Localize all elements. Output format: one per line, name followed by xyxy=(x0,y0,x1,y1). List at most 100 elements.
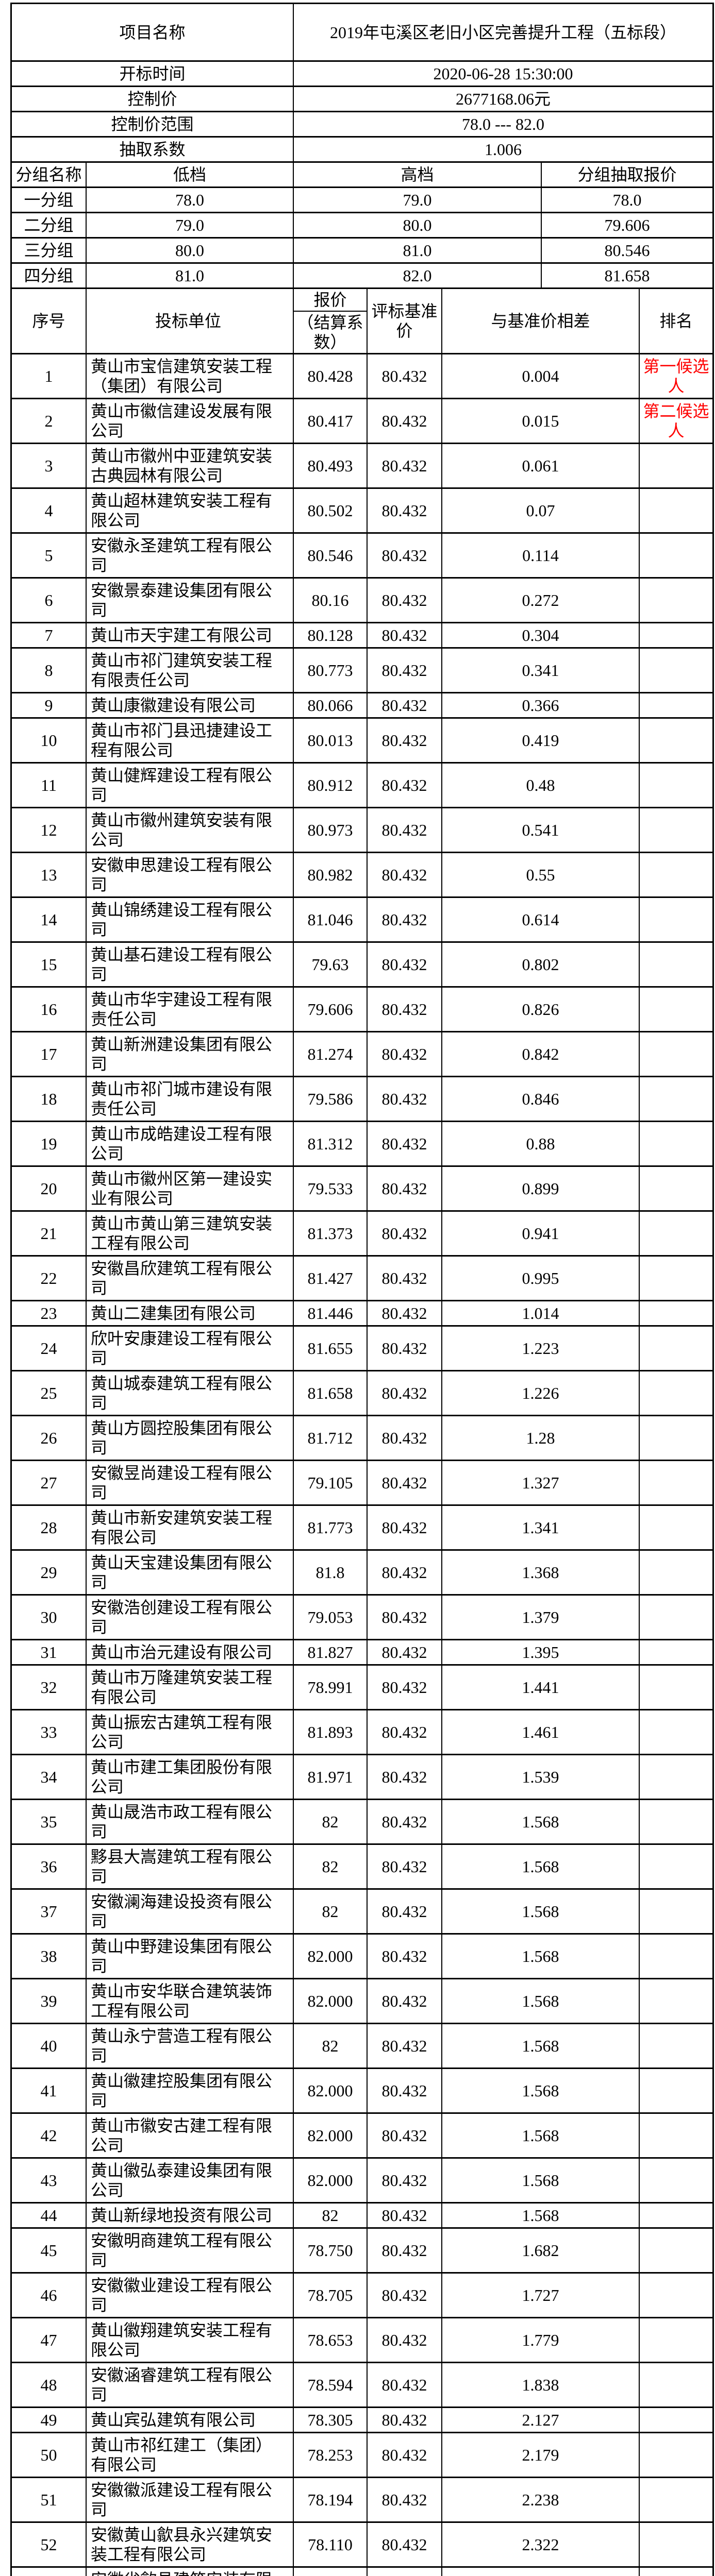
seq-cell: 22 xyxy=(12,1257,87,1300)
bidder-cell: 黄山市祁门建筑安装工程有限责任公司 xyxy=(87,649,294,692)
seq-cell: 53 xyxy=(12,2568,87,2576)
price-cell: 82 xyxy=(294,2204,368,2227)
bidder-cell: 黄山市祁门城市建设有限责任公司 xyxy=(87,1077,294,1121)
rank-cell xyxy=(640,2523,712,2566)
base-price-cell: 80.432 xyxy=(368,444,442,487)
base-price-cell: 80.432 xyxy=(368,1935,442,1978)
bidder-cell: 黄山市徽州中亚建筑安装古典园林有限公司 xyxy=(87,444,294,487)
price-cell: 78.253 xyxy=(294,2433,368,2477)
draw-factor-label: 抽取系数 xyxy=(12,138,294,161)
diff-cell: 1.568 xyxy=(442,2114,640,2157)
base-price-cell: 80.432 xyxy=(368,2363,442,2406)
table-row: 36 黟县大嵩建筑工程有限公司 82 80.432 1.568 xyxy=(12,1845,712,1890)
table-row: 16 黄山市华宇建设工程有限责任公司 79.606 80.432 0.826 xyxy=(12,988,712,1032)
bidder-cell: 黄山市万隆建筑安装工程有限公司 xyxy=(87,1666,294,1709)
rank-cell xyxy=(640,2274,712,2317)
base-price-cell: 80.432 xyxy=(368,2159,442,2202)
rank-cell xyxy=(640,1257,712,1300)
rank-cell xyxy=(640,2159,712,2202)
table-row: 18 黄山市祁门城市建设有限责任公司 79.586 80.432 0.846 xyxy=(12,1077,712,1122)
table-row: 47 黄山徽翔建筑安装工程有限公司 78.653 80.432 1.779 xyxy=(12,2318,712,2363)
seq-cell: 20 xyxy=(12,1167,87,1210)
table-row: 5 安徽永圣建筑工程有限公司 80.546 80.432 0.114 xyxy=(12,534,712,579)
diff-cell: 1.461 xyxy=(442,1710,640,1754)
price-cell: 78.194 xyxy=(294,2478,368,2521)
bidder-cell: 黄山市成皓建设工程有限公司 xyxy=(87,1122,294,1165)
bidder-cell: 黄山市治元建设有限公司 xyxy=(87,1640,294,1664)
base-price-cell: 80.432 xyxy=(368,1800,442,1843)
table-row: 44 黄山新绿地投资有限公司 82 80.432 1.568 xyxy=(12,2204,712,2229)
table-row: 51 安徽徽派建设工程有限公司 78.194 80.432 2.238 xyxy=(12,2478,712,2523)
base-price-cell: 80.432 xyxy=(368,2229,442,2272)
table-row: 52 安徽黄山歙县永兴建筑安装工程有限公司 78.110 80.432 2.32… xyxy=(12,2523,712,2568)
group-row-2: 二分组 79.0 80.0 79.606 xyxy=(12,213,712,239)
diff-cell: 2.432 xyxy=(442,2568,640,2576)
price-cell: 82.000 xyxy=(294,2159,368,2202)
base-price-cell: 80.432 xyxy=(368,1327,442,1370)
table-row: 27 安徽昱尚建设工程有限公司 79.105 80.432 1.327 xyxy=(12,1461,712,1506)
table-row: 15 黄山基石建设工程有限公司 79.63 80.432 0.802 xyxy=(12,943,712,988)
group-high: 80.0 xyxy=(294,213,542,237)
seq-cell: 48 xyxy=(12,2363,87,2406)
draw-factor-value: 1.006 xyxy=(485,140,522,159)
rank-cell xyxy=(640,1935,712,1978)
rank-cell xyxy=(640,1122,712,1165)
diff-cell: 0.07 xyxy=(442,489,640,532)
rank-cell xyxy=(640,1666,712,1709)
seq-cell: 49 xyxy=(12,2408,87,2432)
base-price-cell: 80.432 xyxy=(368,399,442,443)
rank-header: 排名 xyxy=(659,312,693,330)
group-high: 79.0 xyxy=(294,188,542,212)
bidder-cell: 黄山市安华联合建筑装饰工程有限公司 xyxy=(87,1979,294,2023)
base-price-cell: 80.432 xyxy=(368,1077,442,1121)
base-price-cell: 80.432 xyxy=(368,2478,442,2521)
price-cell: 79.586 xyxy=(294,1077,368,1121)
diff-cell: 1.568 xyxy=(442,1935,640,1978)
group-high: 81.0 xyxy=(294,239,542,262)
rank-cell xyxy=(640,2204,712,2227)
group-row-3: 三分组 80.0 81.0 80.546 xyxy=(12,239,712,264)
price-cell: 81.427 xyxy=(294,1257,368,1300)
diff-cell: 1.682 xyxy=(442,2229,640,2272)
price-cell: 82 xyxy=(294,1845,368,1888)
diff-cell: 0.004 xyxy=(442,354,640,398)
diff-cell: 1.568 xyxy=(442,2069,640,2112)
price-cell: 82.000 xyxy=(294,2114,368,2157)
bid-table-header-row: 序号 投标单位 报价 （结算系数） 评标基准价 与基准价相差 排名 xyxy=(12,289,712,354)
open-time-label: 开标时间 xyxy=(12,62,294,86)
price-cell: 81.712 xyxy=(294,1416,368,1460)
price-cell: 82.000 xyxy=(294,1935,368,1978)
table-row: 2 黄山市徽信建设发展有限公司 80.417 80.432 0.015 第二候选… xyxy=(12,399,712,444)
seq-cell: 7 xyxy=(12,623,87,647)
bidder-cell: 黄山天宝建设集团有限公司 xyxy=(87,1551,294,1594)
diff-cell: 0.614 xyxy=(442,898,640,941)
price-cell: 81.8 xyxy=(294,1551,368,1594)
diff-cell: 1.341 xyxy=(442,1506,640,1549)
seq-cell: 16 xyxy=(12,988,87,1031)
base-price-cell: 80.432 xyxy=(368,988,442,1031)
seq-cell: 8 xyxy=(12,649,87,692)
seq-cell: 36 xyxy=(12,1845,87,1888)
group-drawn-price: 78.0 xyxy=(612,191,642,209)
bidder-cell: 安徽澜海建设投资有限公司 xyxy=(87,1890,294,1933)
diff-cell: 0.941 xyxy=(442,1212,640,1255)
table-row: 11 黄山健辉建设工程有限公司 80.912 80.432 0.48 xyxy=(12,764,712,808)
rank-cell xyxy=(640,2433,712,2477)
price-cell: 78.653 xyxy=(294,2318,368,2362)
diff-cell: 1.014 xyxy=(442,1301,640,1325)
price-cell: 81.773 xyxy=(294,1506,368,1549)
price-cell: 79.533 xyxy=(294,1167,368,1210)
table-row: 10 黄山市祁门县迅捷建设工程有限公司 80.013 80.432 0.419 xyxy=(12,719,712,764)
bidder-cell: 黄山徽翔建筑安装工程有限公司 xyxy=(87,2318,294,2362)
seq-cell: 17 xyxy=(12,1032,87,1076)
bidder-cell: 安徽黄山歙县永兴建筑安装工程有限公司 xyxy=(87,2523,294,2566)
seq-cell: 42 xyxy=(12,2114,87,2157)
bidder-cell: 黄山锦绣建设工程有限公司 xyxy=(87,898,294,941)
seq-cell: 43 xyxy=(12,2159,87,2202)
group-low-header: 低档 xyxy=(87,163,294,187)
bidder-cell: 安徽明商建筑工程有限公司 xyxy=(87,2229,294,2272)
base-price-cell: 80.432 xyxy=(368,1755,442,1799)
seq-cell: 12 xyxy=(12,808,87,852)
table-row: 42 黄山市徽安古建工程有限公司 82.000 80.432 1.568 xyxy=(12,2114,712,2159)
table-row: 19 黄山市成皓建设工程有限公司 81.312 80.432 0.88 xyxy=(12,1122,712,1167)
